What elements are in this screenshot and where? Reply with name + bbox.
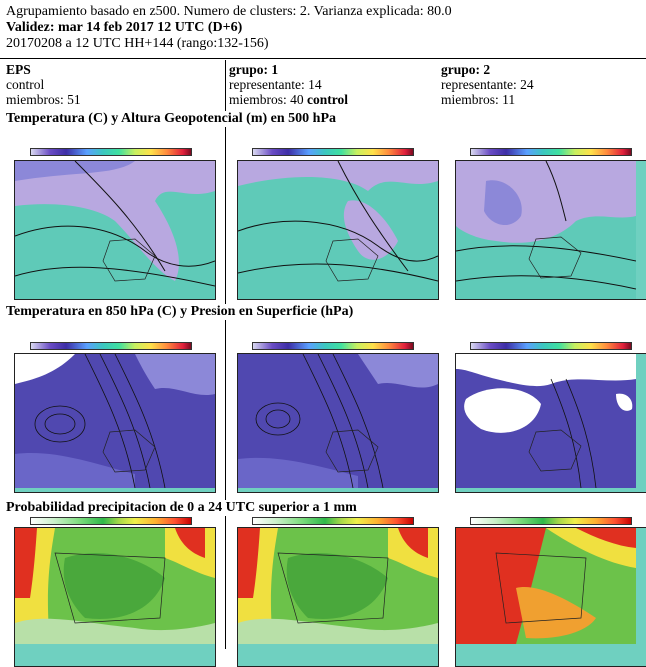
colorbar-temperature [252, 148, 414, 156]
column-title: grupo: 1 [229, 62, 279, 77]
map-precip-eps [14, 527, 216, 667]
colorbar-temperature [252, 342, 414, 350]
colorbar-probability [470, 517, 632, 525]
validity-line: Validez: mar 14 feb 2017 12 UTC (D+6) [6, 20, 243, 35]
clustering-title: Agrupamiento basado en z500. Numero de c… [6, 4, 452, 19]
column-grupo-2: grupo: 2 representante: 24 miembros: 11 [441, 62, 534, 107]
column-grupo-1: grupo: 1 representante: 14 miembros: 40 … [229, 62, 348, 107]
map-z500-grupo-2 [455, 160, 646, 300]
colorbar-temperature [30, 148, 192, 156]
column-line-a: control [6, 77, 45, 92]
map-z500-grupo-1 [237, 160, 439, 300]
column-title: grupo: 2 [441, 62, 491, 77]
column-divider [225, 60, 226, 649]
colorbar-temperature [30, 342, 192, 350]
map-t850-eps [14, 353, 216, 493]
column-title: EPS [6, 62, 31, 77]
column-eps: EPS control miembros: 51 [6, 62, 81, 107]
map-precip-grupo-1 [237, 527, 439, 667]
map-precip-grupo-2 [455, 527, 646, 667]
column-line-b: miembros: 11 [441, 92, 516, 107]
map-t850-grupo-2 [455, 353, 646, 493]
map-z500-eps [14, 160, 216, 300]
section-title-z500: Temperatura (C) y Altura Geopotencial (m… [6, 111, 338, 127]
colorbar-temperature [470, 148, 632, 156]
run-range-line: 20170208 a 12 UTC HH+144 (rango:132-156) [6, 36, 269, 51]
map-t850-grupo-1 [237, 353, 439, 493]
colorbar-probability [30, 517, 192, 525]
column-line-b: miembros: 51 [6, 92, 81, 107]
column-line-a: representante: 24 [441, 77, 534, 92]
colorbar-probability [252, 517, 414, 525]
column-line-a: representante: 14 [229, 77, 322, 92]
section-title-t850: Temperatura en 850 hPa (C) y Presion en … [6, 304, 356, 320]
colorbar-temperature [470, 342, 632, 350]
column-line-b: miembros: 40 control [229, 92, 348, 107]
section-title-precip: Probabilidad precipitacion de 0 a 24 UTC… [6, 500, 359, 516]
header-divider [0, 58, 646, 59]
